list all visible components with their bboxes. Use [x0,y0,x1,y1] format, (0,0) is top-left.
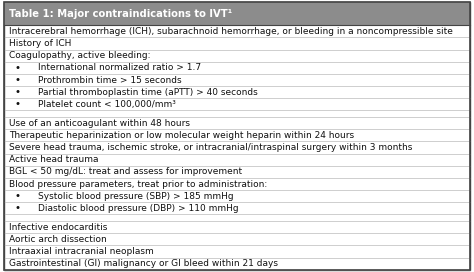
Text: •: • [14,75,20,85]
Text: Diastolic blood pressure (DBP) > 110 mmHg: Diastolic blood pressure (DBP) > 110 mmH… [38,204,238,213]
Text: •: • [14,87,20,97]
Text: Active head trauma: Active head trauma [9,155,99,164]
Text: Infective endocarditis: Infective endocarditis [9,223,108,232]
Text: Intraaxial intracranial neoplasm: Intraaxial intracranial neoplasm [9,247,154,256]
Text: •: • [14,191,20,201]
Text: Prothrombin time > 15 seconds: Prothrombin time > 15 seconds [38,76,182,85]
Text: Partial thromboplastin time (aPTT) > 40 seconds: Partial thromboplastin time (aPTT) > 40 … [38,88,258,97]
Text: Gastrointestinal (GI) malignancy or GI bleed within 21 days: Gastrointestinal (GI) malignancy or GI b… [9,259,279,268]
Text: International normalized ratio > 1.7: International normalized ratio > 1.7 [38,63,201,72]
Text: Therapeutic heparinization or low molecular weight heparin within 24 hours: Therapeutic heparinization or low molecu… [9,131,355,140]
Text: BGL < 50 mg/dL: treat and assess for improvement: BGL < 50 mg/dL: treat and assess for imp… [9,167,243,176]
Bar [4,2,470,25]
Text: Aortic arch dissection: Aortic arch dissection [9,235,107,244]
Text: Use of an anticoagulant within 48 hours: Use of an anticoagulant within 48 hours [9,119,191,128]
Text: Intracerebral hemorrhage (ICH), subarachnoid hemorrhage, or bleeding in a noncom: Intracerebral hemorrhage (ICH), subarach… [9,27,453,36]
Text: •: • [14,203,20,214]
Text: •: • [14,99,20,109]
Text: Systolic blood pressure (SBP) > 185 mmHg: Systolic blood pressure (SBP) > 185 mmHg [38,192,234,201]
Text: Table 1: Major contraindications to IVT¹: Table 1: Major contraindications to IVT¹ [9,9,233,19]
Text: Severe head trauma, ischemic stroke, or intracranial/intraspinal surgery within : Severe head trauma, ischemic stroke, or … [9,143,413,152]
Text: Blood pressure parameters, treat prior to administration:: Blood pressure parameters, treat prior t… [9,180,268,188]
Text: Platelet count < 100,000/mm³: Platelet count < 100,000/mm³ [38,100,176,109]
Text: •: • [14,63,20,73]
Text: Coagulopathy, active bleeding:: Coagulopathy, active bleeding: [9,51,151,60]
Text: History of ICH: History of ICH [9,39,72,48]
